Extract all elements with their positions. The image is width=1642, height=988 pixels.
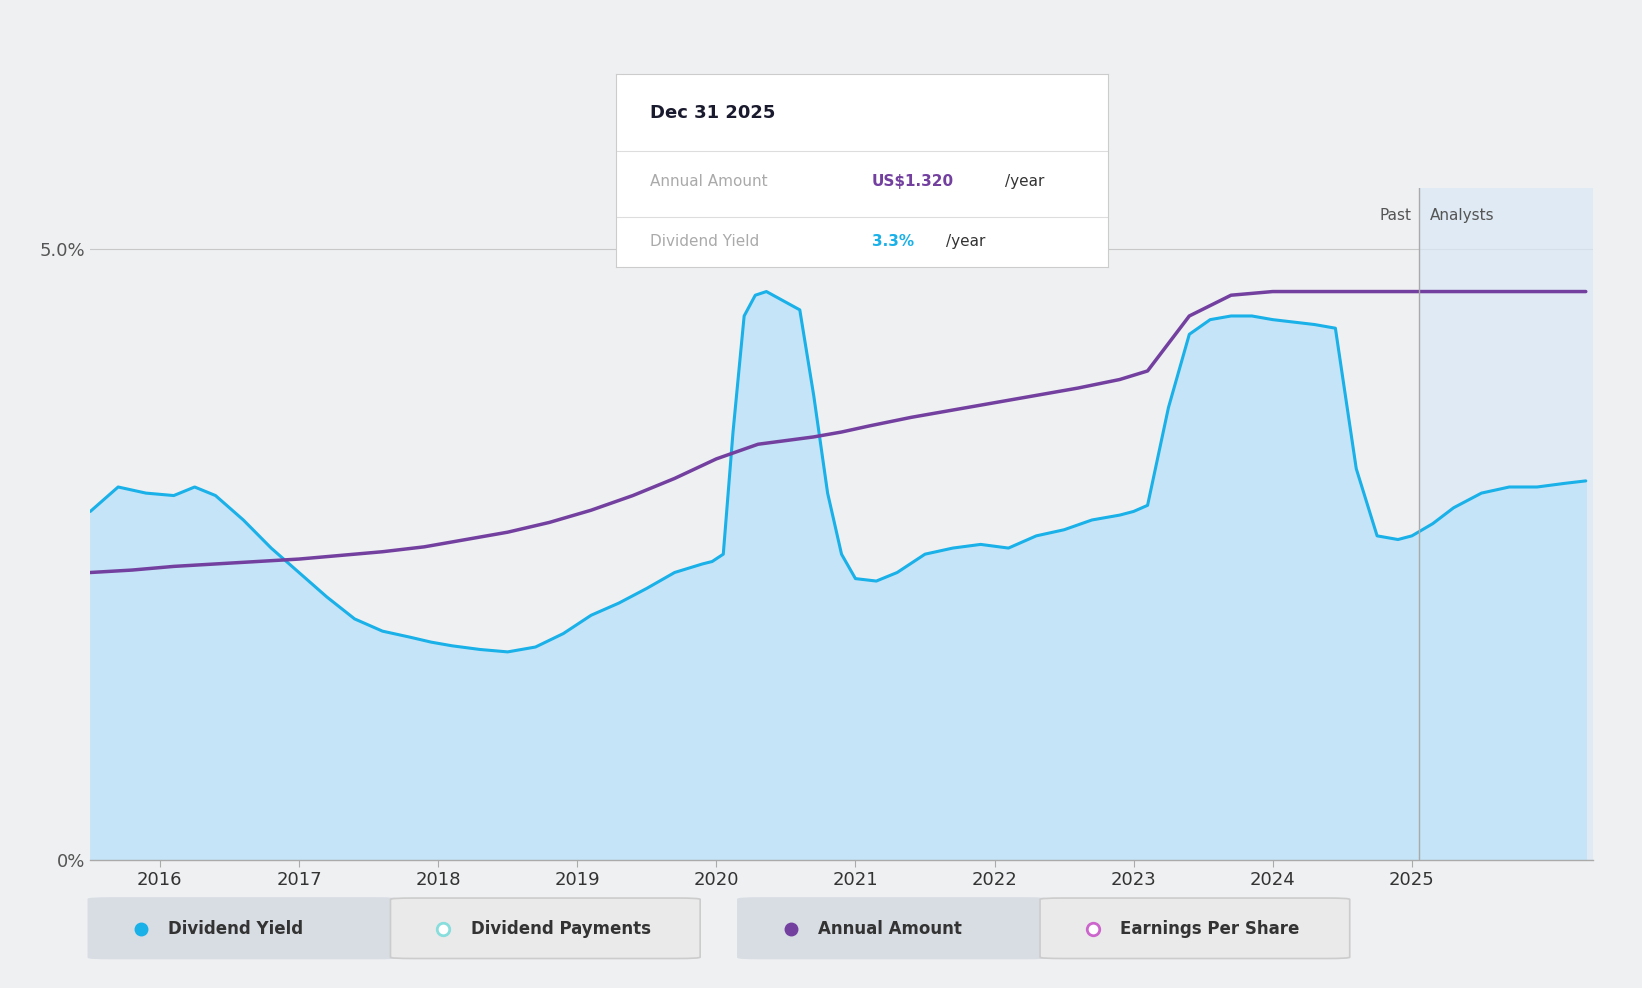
Text: /year: /year bbox=[946, 234, 985, 249]
FancyBboxPatch shape bbox=[737, 898, 1048, 958]
Text: Analysts: Analysts bbox=[1430, 207, 1494, 223]
Text: US$1.320: US$1.320 bbox=[872, 175, 954, 190]
Text: Past: Past bbox=[1379, 207, 1412, 223]
Text: Dec 31 2025: Dec 31 2025 bbox=[650, 104, 775, 122]
FancyBboxPatch shape bbox=[89, 898, 397, 958]
Text: Annual Amount: Annual Amount bbox=[650, 175, 768, 190]
Text: Dividend Yield: Dividend Yield bbox=[169, 920, 304, 938]
Text: Earnings Per Share: Earnings Per Share bbox=[1120, 920, 1299, 938]
Bar bbox=[1419, 188, 1593, 860]
Text: Dividend Payments: Dividend Payments bbox=[471, 920, 650, 938]
Text: 3.3%: 3.3% bbox=[872, 234, 915, 249]
Text: /year: /year bbox=[1005, 175, 1044, 190]
FancyBboxPatch shape bbox=[391, 898, 699, 958]
Text: Dividend Yield: Dividend Yield bbox=[650, 234, 760, 249]
FancyBboxPatch shape bbox=[1039, 898, 1350, 958]
Text: Annual Amount: Annual Amount bbox=[818, 920, 962, 938]
